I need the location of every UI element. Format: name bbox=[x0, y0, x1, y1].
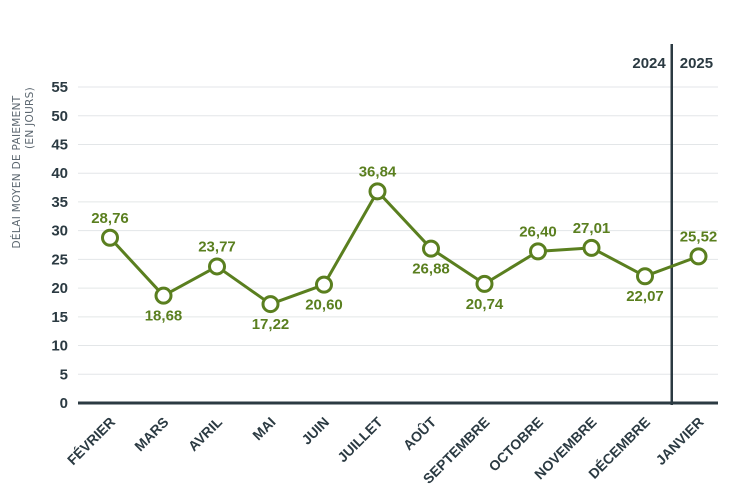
y-tick-label: 30 bbox=[51, 223, 68, 240]
y-axis-label-line1: DÉLAI MOYEN DE PAIEMENT bbox=[10, 95, 23, 248]
year-label-2025: 2025 bbox=[680, 55, 713, 72]
data-point bbox=[422, 239, 440, 258]
data-point bbox=[208, 257, 226, 276]
y-tick-label: 20 bbox=[51, 280, 68, 297]
data-label: 26,40 bbox=[519, 223, 557, 240]
data-point bbox=[529, 242, 547, 261]
gridlines bbox=[78, 86, 718, 375]
x-axis-ticks: FÉVRIER MARS AVRIL MAI JUIN JUILLET AOÛTSEPTEM… bbox=[64, 413, 707, 487]
y-tick-label: 45 bbox=[51, 136, 68, 153]
data-point bbox=[154, 286, 173, 305]
series-line bbox=[108, 189, 700, 306]
data-label: 20,74 bbox=[466, 296, 504, 313]
y-axis-ticks: 0 5 10 15 20 25 30 35 40 45 50 55 bbox=[51, 79, 68, 412]
data-point bbox=[368, 182, 387, 201]
data-label: 26,88 bbox=[412, 261, 450, 278]
y-axis-label-line2: (EN JOURS) bbox=[24, 87, 36, 149]
data-point bbox=[315, 275, 333, 294]
data-point bbox=[689, 247, 708, 266]
data-label: 18,68 bbox=[145, 308, 183, 325]
x-tick-label: MARS bbox=[131, 414, 171, 454]
y-tick-label: 25 bbox=[51, 251, 68, 268]
x-tick-label: FÉVRIER bbox=[64, 414, 118, 468]
x-tick-label: AOÛT bbox=[399, 413, 439, 453]
data-label: 27,01 bbox=[573, 220, 611, 237]
data-point bbox=[636, 267, 654, 286]
data-points bbox=[101, 182, 708, 314]
data-label: 17,22 bbox=[252, 316, 290, 333]
x-tick-label: MAI bbox=[249, 414, 278, 443]
data-point bbox=[582, 238, 601, 257]
y-tick-label: 50 bbox=[51, 108, 68, 125]
x-tick-label: AVRIL bbox=[185, 413, 226, 454]
year-label-2024: 2024 bbox=[632, 55, 666, 72]
y-tick-label: 40 bbox=[51, 165, 68, 182]
y-tick-label: 5 bbox=[60, 366, 68, 383]
data-point bbox=[475, 274, 494, 293]
data-label: 23,77 bbox=[198, 238, 236, 255]
x-tick-label: JANVIER bbox=[652, 414, 706, 468]
data-label: 25,52 bbox=[680, 228, 718, 245]
data-point bbox=[261, 295, 280, 314]
y-tick-label: 15 bbox=[51, 309, 68, 326]
data-label: 20,60 bbox=[305, 297, 343, 314]
x-tick-label: JUIN bbox=[298, 414, 332, 448]
data-labels: 28,76 18,68 23,77 17,22 20,60 36,84 26,88 20,74… bbox=[91, 163, 717, 333]
x-tick-label: JUILLET bbox=[334, 413, 386, 465]
data-label: 22,07 bbox=[626, 288, 664, 305]
y-tick-label: 55 bbox=[51, 79, 68, 96]
data-label: 36,84 bbox=[359, 163, 397, 180]
y-tick-label: 0 bbox=[60, 395, 68, 412]
data-label: 28,76 bbox=[91, 210, 129, 227]
data-point bbox=[101, 228, 119, 247]
y-tick-label: 35 bbox=[51, 194, 68, 211]
y-tick-label: 10 bbox=[51, 338, 68, 355]
